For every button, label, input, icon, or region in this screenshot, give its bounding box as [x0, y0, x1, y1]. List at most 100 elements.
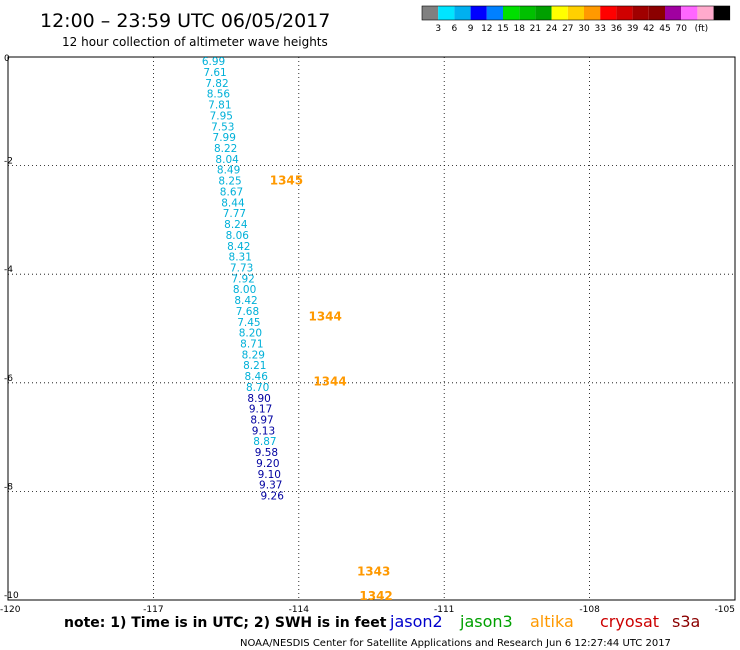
swh-label-0: 6.99 [202, 56, 225, 68]
swh-label-13: 8.44 [221, 197, 245, 209]
colorbar-label-14: 45 [659, 24, 670, 34]
swh-label-12: 8.67 [220, 186, 243, 198]
swh-label-11: 8.25 [218, 176, 241, 188]
swh-label-21: 8.00 [233, 284, 256, 296]
color-swatch-14 [648, 6, 665, 20]
swh-label-1: 7.61 [203, 67, 226, 79]
swh-label-14: 7.77 [223, 208, 246, 220]
swh-label-26: 8.71 [240, 339, 263, 351]
y-tick-label-0: 0 [4, 54, 10, 64]
footer-note: note: 1) Time is in UTC; 2) SWH is in fe… [64, 615, 387, 631]
legend-jason2: jason2 [389, 612, 443, 631]
swh-label-8: 8.22 [214, 143, 237, 155]
swh-label-15: 8.24 [224, 219, 248, 231]
time-label-1: 1344 [308, 309, 341, 323]
colorbar-label-7: 24 [546, 24, 558, 34]
swh-label-31: 8.90 [247, 393, 270, 405]
time-label-2: 1344 [313, 375, 346, 389]
x-tick-label-0: -120 [0, 605, 21, 615]
swh-label-23: 7.68 [236, 306, 259, 318]
swh-label-2: 7.82 [205, 78, 228, 90]
color-swatch-10 [584, 6, 601, 20]
satellite-legend: jason2 jason3 altika cryosat s3a [389, 612, 700, 631]
x-tick-label-2: -114 [289, 605, 310, 615]
swh-label-6: 7.53 [211, 121, 234, 133]
swh-label-39: 9.37 [259, 480, 282, 492]
swh-label-4: 7.81 [208, 100, 231, 112]
x-tick-label-1: -117 [143, 605, 163, 615]
plot-frame [7, 56, 736, 601]
swh-label-33: 8.97 [250, 415, 273, 427]
swh-label-17: 8.42 [227, 241, 250, 253]
colorbar-label-15: 70 [675, 24, 687, 34]
colorbar-label-6: 21 [530, 24, 541, 34]
colorbar-label-1: 6 [452, 24, 458, 34]
colorbar-label-16: (ft) [695, 24, 709, 34]
x-axis-ticks: -120 -117 -114 -111 -108 -105 [0, 605, 735, 615]
time-label-3: 1343 [357, 565, 390, 579]
color-swatch-3 [470, 6, 487, 20]
legend-s3a: s3a [672, 612, 700, 631]
y-tick-label-4: -8 [4, 482, 13, 492]
color-swatch-16 [681, 6, 698, 20]
swh-label-24: 7.45 [237, 317, 260, 329]
legend-jason3: jason3 [459, 612, 513, 631]
swh-label-16: 8.06 [226, 230, 250, 242]
swh-label-32: 9.17 [249, 404, 272, 416]
x-tick-label-3: -111 [434, 605, 454, 615]
swh-label-35: 8.87 [253, 436, 276, 448]
swh-label-9: 8.04 [215, 154, 239, 166]
swh-label-29: 8.46 [245, 371, 269, 383]
color-swatch-7 [535, 6, 552, 20]
grid-lines [8, 57, 735, 600]
y-axis-ticks: 0 -2 -4 -6 -8 -10 [4, 54, 19, 601]
colorbar-label-3: 12 [481, 24, 492, 34]
color-swatch-0 [422, 6, 439, 20]
legend-altika: altika [530, 612, 574, 631]
color-swatch-2 [454, 6, 471, 20]
swh-label-10: 8.49 [217, 165, 240, 177]
color-swatch-18 [713, 6, 730, 20]
swh-label-36: 9.58 [255, 447, 278, 459]
color-swatch-8 [551, 6, 568, 20]
colorbar-label-11: 36 [611, 24, 623, 34]
swh-label-38: 9.10 [258, 469, 281, 481]
swh-label-5: 7.95 [210, 110, 233, 122]
swh-label-40: 9.26 [261, 491, 285, 503]
swh-label-30: 8.70 [246, 382, 269, 394]
swh-label-19: 7.73 [230, 262, 253, 274]
colorbar-label-9: 30 [578, 24, 590, 34]
colorbar-label-5: 18 [513, 24, 525, 34]
y-tick-label-3: -6 [4, 374, 13, 384]
legend-cryosat: cryosat [600, 612, 659, 631]
color-swatch-15 [665, 6, 682, 20]
swh-label-27: 8.29 [242, 349, 265, 361]
y-tick-label-1: -2 [4, 157, 13, 167]
y-tick-label-5: -10 [4, 591, 19, 601]
swh-label-34: 9.13 [252, 425, 275, 437]
time-label-4: 1342 [359, 589, 392, 603]
color-swatch-6 [519, 6, 536, 20]
swh-label-37: 9.20 [256, 458, 279, 470]
color-swatch-12 [616, 6, 633, 20]
time-label-0: 1345 [270, 174, 303, 188]
chart-title: 12:00 – 23:59 UTC 06/05/2017 [40, 10, 330, 32]
swh-label-28: 8.21 [243, 360, 266, 372]
colorbar-label-0: 3 [435, 24, 441, 34]
color-swatch-11 [600, 6, 617, 20]
x-tick-label-5: -105 [715, 605, 735, 615]
swh-label-25: 8.20 [239, 328, 262, 340]
data-labels: 6.997.617.828.567.817.957.537.998.228.04… [202, 56, 393, 603]
colorbar-label-2: 9 [468, 24, 474, 34]
color-swatch-1 [438, 6, 455, 20]
color-swatch-9 [567, 6, 584, 20]
color-swatch-17 [697, 6, 714, 20]
color-swatch-13 [632, 6, 649, 20]
swh-label-7: 7.99 [213, 132, 236, 144]
x-tick-label-4: -108 [579, 605, 600, 615]
colorbar-label-10: 33 [594, 24, 605, 34]
footer-credit: NOAA/NESDIS Center for Satellite Applica… [240, 638, 671, 649]
colorbar-label-4: 15 [497, 24, 508, 34]
colorbar-border [421, 5, 731, 21]
